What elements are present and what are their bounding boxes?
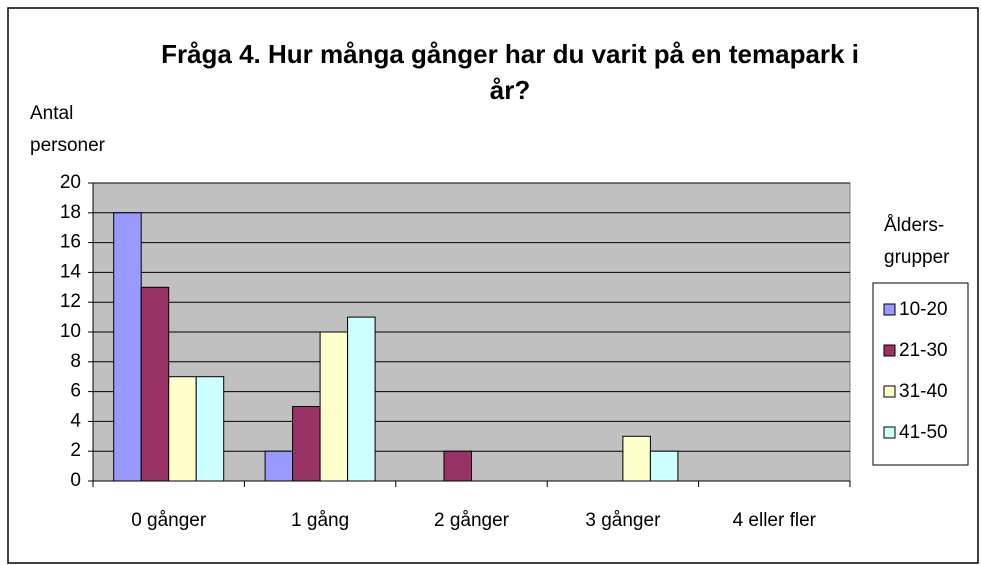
bar	[168, 376, 197, 482]
legend-swatch	[883, 385, 896, 398]
bar	[622, 435, 651, 482]
y-tick-label: 2	[70, 440, 81, 461]
x-tick-label: 4 eller fler	[733, 510, 817, 531]
y-tick-label: 10	[60, 321, 81, 342]
legend-label: 10-20	[899, 299, 948, 320]
bar	[264, 450, 294, 482]
y-tick-label: 0	[70, 470, 81, 491]
legend-label: 31-40	[899, 381, 948, 402]
bar	[195, 376, 225, 482]
x-tick-label: 0 gånger	[131, 510, 207, 531]
y-tick-label: 6	[70, 381, 81, 402]
bar	[140, 286, 170, 482]
legend-title: Ålders-grupper	[884, 215, 950, 268]
y-tick-label: 8	[70, 351, 81, 372]
bar	[347, 316, 376, 482]
y-tick-label: 4	[70, 410, 81, 431]
y-tick-label: 16	[60, 232, 81, 253]
y-tick-label: 14	[60, 261, 82, 282]
y-tick-label: 20	[60, 172, 81, 193]
legend-label: 21-30	[899, 340, 948, 361]
bar	[649, 450, 679, 482]
x-tick-label: 2 gånger	[434, 510, 510, 531]
bar	[443, 450, 472, 482]
x-tick-label: 1 gång	[291, 510, 349, 531]
x-tick-label: 3 gånger	[585, 510, 661, 531]
y-tick-label: 12	[60, 291, 81, 312]
legend-swatch	[883, 303, 896, 316]
y-axis-label: Antal personer	[30, 103, 105, 156]
bar	[113, 212, 142, 482]
legend-label: 41-50	[899, 422, 948, 443]
legend-swatch	[883, 426, 896, 439]
bar	[292, 406, 321, 482]
legend-swatch	[883, 344, 896, 357]
bar	[319, 331, 349, 482]
chart-title: Fråga 4. Hur många gånger har du varit p…	[161, 39, 859, 105]
y-tick-label: 18	[60, 202, 81, 223]
